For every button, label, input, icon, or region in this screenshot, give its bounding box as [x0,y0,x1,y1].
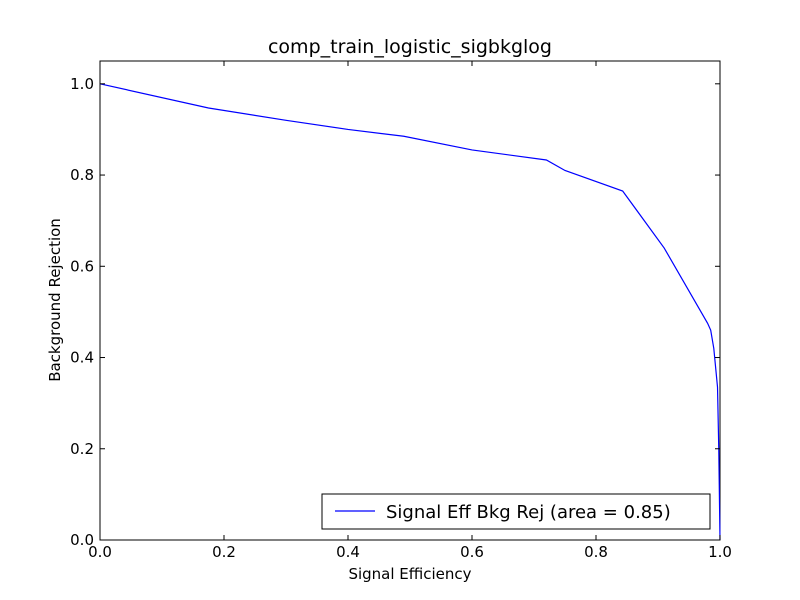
y-tick-label: 0.6 [70,257,94,275]
y-tick-label: 0.2 [70,440,94,458]
series-line-0 [99,83,721,541]
x-tick-label: 0.0 [88,543,112,561]
legend-box [321,493,711,530]
x-tick-label: 0.8 [584,543,608,561]
legend: Signal Eff Bkg Rej (area = 0.85) [321,493,711,530]
axes-frame [99,60,721,541]
legend-label: Signal Eff Bkg Rej (area = 0.85) [386,502,671,523]
chart-title: comp_train_logistic_sigbkglog [268,36,552,58]
y-tick-label: 0.4 [70,349,94,367]
x-tick-label: 0.6 [460,543,484,561]
x-tick-label: 0.4 [336,543,360,561]
y-axis-label: Background Rejection [46,218,64,382]
y-tick-label: 0.8 [70,166,94,184]
x-tick-label: 1.0 [708,543,732,561]
y-tick-label: 1.0 [70,75,94,93]
plot-area [99,60,721,541]
y-tick-label: 0.0 [70,531,94,549]
ticks-layer: 0.0 0.2 0.4 0.6 0.8 1.0 0.0 0.2 0.4 0.6 0.8 1.0 [70,61,732,561]
x-tick-label: 0.2 [212,543,236,561]
series-layer [99,83,721,541]
x-axis-label: Signal Efficiency [348,565,471,583]
